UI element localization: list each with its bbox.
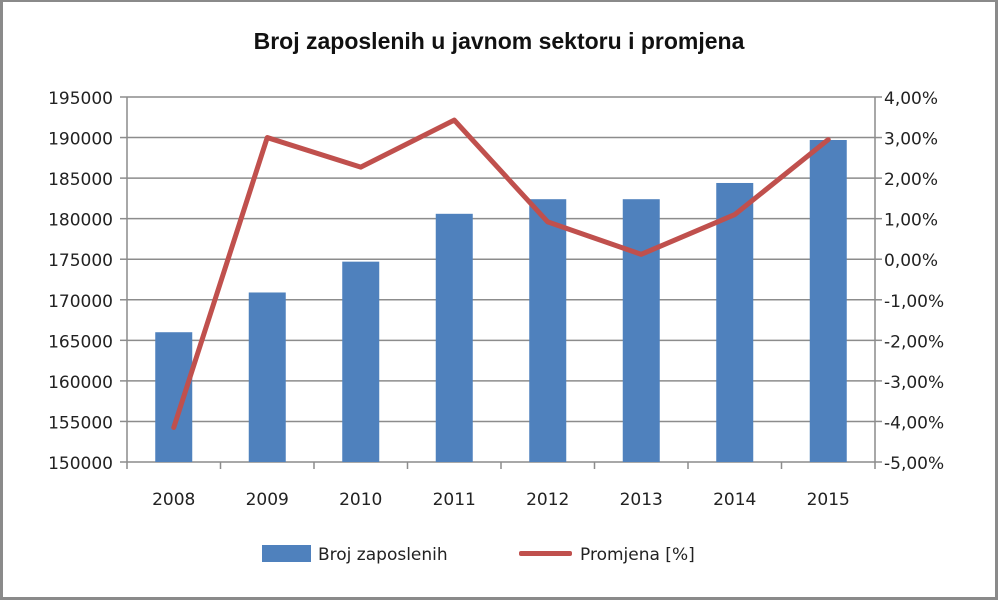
bar bbox=[622, 199, 660, 462]
axes: 195000 4,00% 190000 3,00% 185000 2,00% 180000 1… bbox=[48, 89, 944, 510]
bar bbox=[155, 332, 193, 462]
right-axis-tick-label: 4,00% bbox=[884, 89, 938, 109]
x-axis-tick-label: 2014 bbox=[713, 490, 756, 510]
left-axis-tick-label: 155000 bbox=[48, 413, 113, 433]
bar bbox=[248, 292, 286, 462]
gridlines bbox=[127, 96, 875, 463]
bar bbox=[716, 182, 754, 462]
x-axis-tick-label: 2008 bbox=[152, 490, 195, 510]
right-axis-tick-label: 0,00% bbox=[884, 251, 938, 271]
right-axis-tick-label: -3,00% bbox=[884, 373, 944, 393]
left-axis-tick-label: 165000 bbox=[48, 332, 113, 352]
change-line bbox=[171, 117, 831, 431]
left-axis-tick-label: 150000 bbox=[48, 454, 113, 474]
left-axis-tick-label: 185000 bbox=[48, 170, 113, 190]
legend-line-swatch bbox=[519, 551, 572, 556]
right-axis-tick-label: 1,00% bbox=[884, 211, 938, 231]
x-axis-tick-label: 2015 bbox=[807, 490, 850, 510]
x-axis-tick-label: 2009 bbox=[246, 490, 289, 510]
bar bbox=[342, 261, 380, 462]
chart-title: Broj zaposlenih u javnom sektoru i promj… bbox=[253, 28, 745, 54]
bar-series bbox=[155, 139, 847, 462]
bar bbox=[435, 213, 473, 462]
legend: Broj zaposlenih Promjena [%] bbox=[262, 545, 695, 565]
x-axis-tick-label: 2011 bbox=[433, 490, 476, 510]
line-series bbox=[171, 117, 831, 431]
right-axis-tick-label: -2,00% bbox=[884, 332, 944, 352]
left-axis-tick-label: 160000 bbox=[48, 373, 113, 393]
left-axis-tick-label: 190000 bbox=[48, 130, 113, 150]
right-axis-tick-label: -1,00% bbox=[884, 292, 944, 312]
x-axis-tick-label: 2013 bbox=[620, 490, 663, 510]
right-axis-tick-label: -5,00% bbox=[884, 454, 944, 474]
x-axis-tick-label: 2012 bbox=[526, 490, 569, 510]
left-axis-tick-label: 175000 bbox=[48, 251, 113, 271]
left-axis-tick-label: 180000 bbox=[48, 211, 113, 231]
legend-bar-swatch bbox=[262, 545, 311, 562]
right-axis-tick-label: -4,00% bbox=[884, 413, 944, 433]
left-axis-tick-label: 170000 bbox=[48, 292, 113, 312]
bar bbox=[809, 139, 847, 462]
bar bbox=[529, 199, 567, 462]
right-axis-tick-label: 2,00% bbox=[884, 170, 938, 190]
x-axis-tick-label: 2010 bbox=[339, 490, 382, 510]
legend-bar-label: Broj zaposlenih bbox=[318, 545, 448, 565]
legend-line-label: Promjena [%] bbox=[580, 545, 695, 565]
left-axis-tick-label: 195000 bbox=[48, 89, 113, 109]
right-axis-tick-label: 3,00% bbox=[884, 130, 938, 150]
